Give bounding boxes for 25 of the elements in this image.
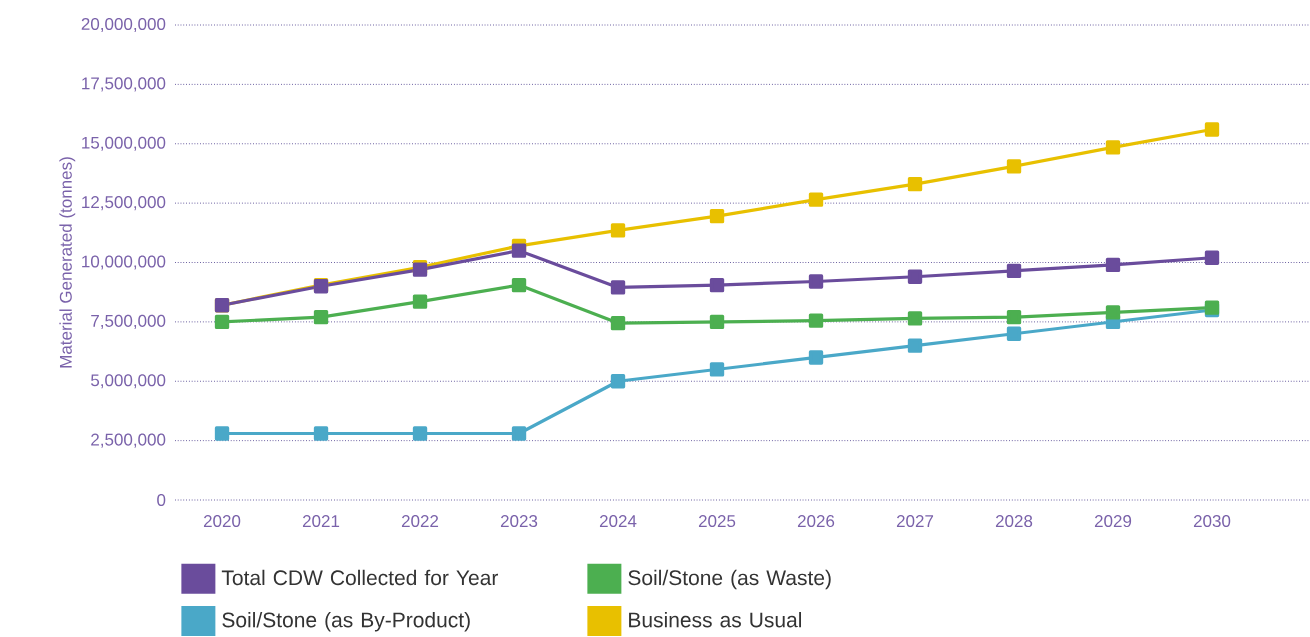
legend-label: Total CDW Collected for Year	[221, 569, 499, 586]
y-tick-label: 17,500,000	[82, 77, 166, 92]
y-tick-label: 2,500,000	[91, 433, 166, 448]
x-tick-label: 2022	[401, 515, 439, 528]
legend-label: Business as Usual	[629, 611, 801, 628]
y-tick-label: 10,000,000	[82, 255, 166, 270]
y-tick-label: 7,500,000	[91, 314, 166, 329]
x-tick-label: 2026	[797, 515, 835, 528]
x-tick-label: 2027	[896, 515, 934, 528]
y-tick-label: 15,000,000	[82, 136, 166, 151]
x-tick-label: 2028	[995, 515, 1033, 528]
legend-label: Soil/Stone (as By-Product)	[222, 611, 470, 632]
y-tick-label: 0	[157, 493, 166, 507]
x-tick-label: 2024	[599, 515, 637, 528]
legend-label: Soil/Stone (as Waste)	[628, 569, 831, 590]
x-tick-label: 2025	[698, 515, 736, 528]
y-tick-label: 12,500,000	[82, 196, 166, 211]
x-tick-label: 2029	[1094, 515, 1132, 528]
y-tick-label: 5,000,000	[91, 374, 166, 389]
y-tick-label: 20,000,000	[81, 17, 166, 33]
x-tick-label: 2020	[203, 515, 241, 528]
x-tick-label: 2021	[302, 515, 340, 528]
x-tick-label: 2030	[1193, 515, 1231, 528]
y-axis-title: Material Generated (tonnes)	[59, 157, 76, 368]
x-tick-label: 2023	[500, 515, 538, 528]
